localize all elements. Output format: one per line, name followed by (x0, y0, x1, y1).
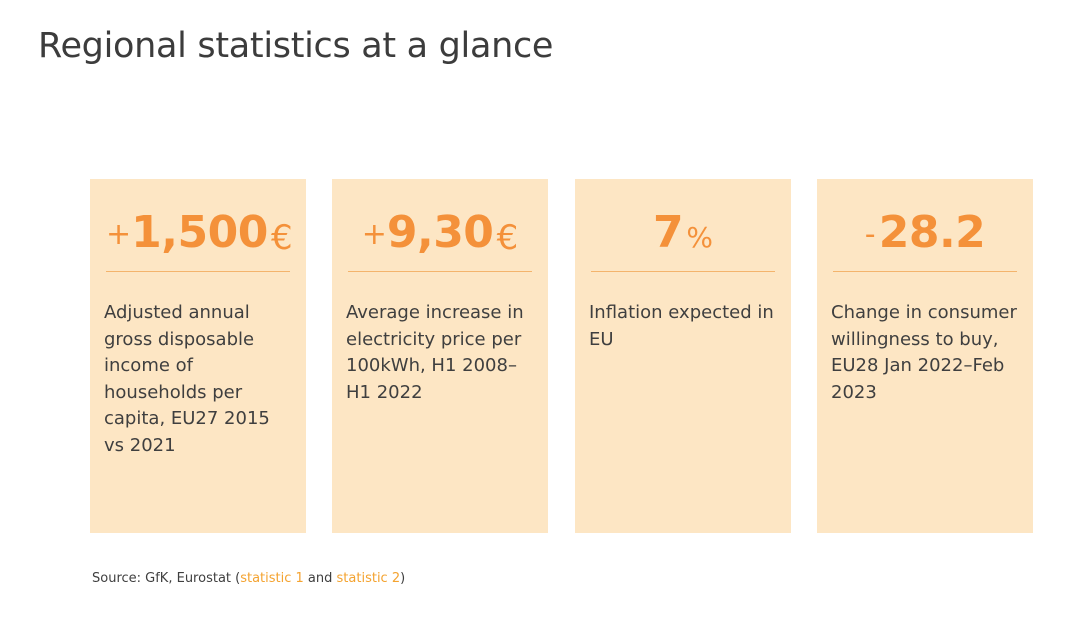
stat-value: 9,30 (386, 207, 494, 258)
stats-cards: +1,500 € Adjusted annual gross disposabl… (90, 179, 1034, 533)
stat-card-income: +1,500 € Adjusted annual gross disposabl… (90, 179, 306, 533)
stat-unit: € (271, 218, 293, 258)
stat-prefix: + (361, 217, 387, 252)
stat-value: 1,500 (131, 207, 268, 258)
stat-prefix: - (864, 217, 876, 252)
stat-description: Change in consumer willingness to buy, E… (831, 302, 1017, 403)
stat-card-inflation: 7 % Inflation expected in EU (575, 179, 791, 533)
source-prefix: Source: GfK, Eurostat ( (92, 571, 241, 586)
divider (591, 271, 775, 272)
stat-figure: +1,500 € (106, 205, 293, 261)
divider (106, 271, 290, 272)
source-suffix: ) (400, 571, 406, 586)
stat-figure: +9,30 € (348, 205, 532, 261)
stat-value: 7 (653, 207, 684, 258)
stat-description: Inflation expected in EU (589, 302, 774, 350)
source-note: Source: GfK, Eurostat (statistic 1 and s… (92, 571, 405, 586)
stat-unit: % (686, 221, 713, 254)
stat-card-consumer: - 28.2 Change in consumer willingness to… (817, 179, 1033, 533)
divider (833, 271, 1017, 272)
stat-figure: 7 % (591, 205, 775, 261)
statistic-2-link[interactable]: statistic 2 (336, 571, 401, 586)
stat-card-electricity: +9,30 € Average increase in electricity … (332, 179, 548, 533)
stat-description: Adjusted annual gross disposable income … (104, 302, 270, 456)
source-middle: and (303, 571, 337, 586)
statistic-1-link[interactable]: statistic 1 (240, 571, 304, 586)
stat-value: 28.2 (878, 207, 986, 258)
stat-prefix: + (106, 217, 132, 252)
divider (348, 271, 532, 272)
stat-unit: € (496, 218, 519, 258)
stat-figure: - 28.2 (833, 205, 1017, 261)
stat-description: Average increase in electricity price pe… (346, 302, 524, 403)
page-title: Regional statistics at a glance (38, 26, 554, 66)
